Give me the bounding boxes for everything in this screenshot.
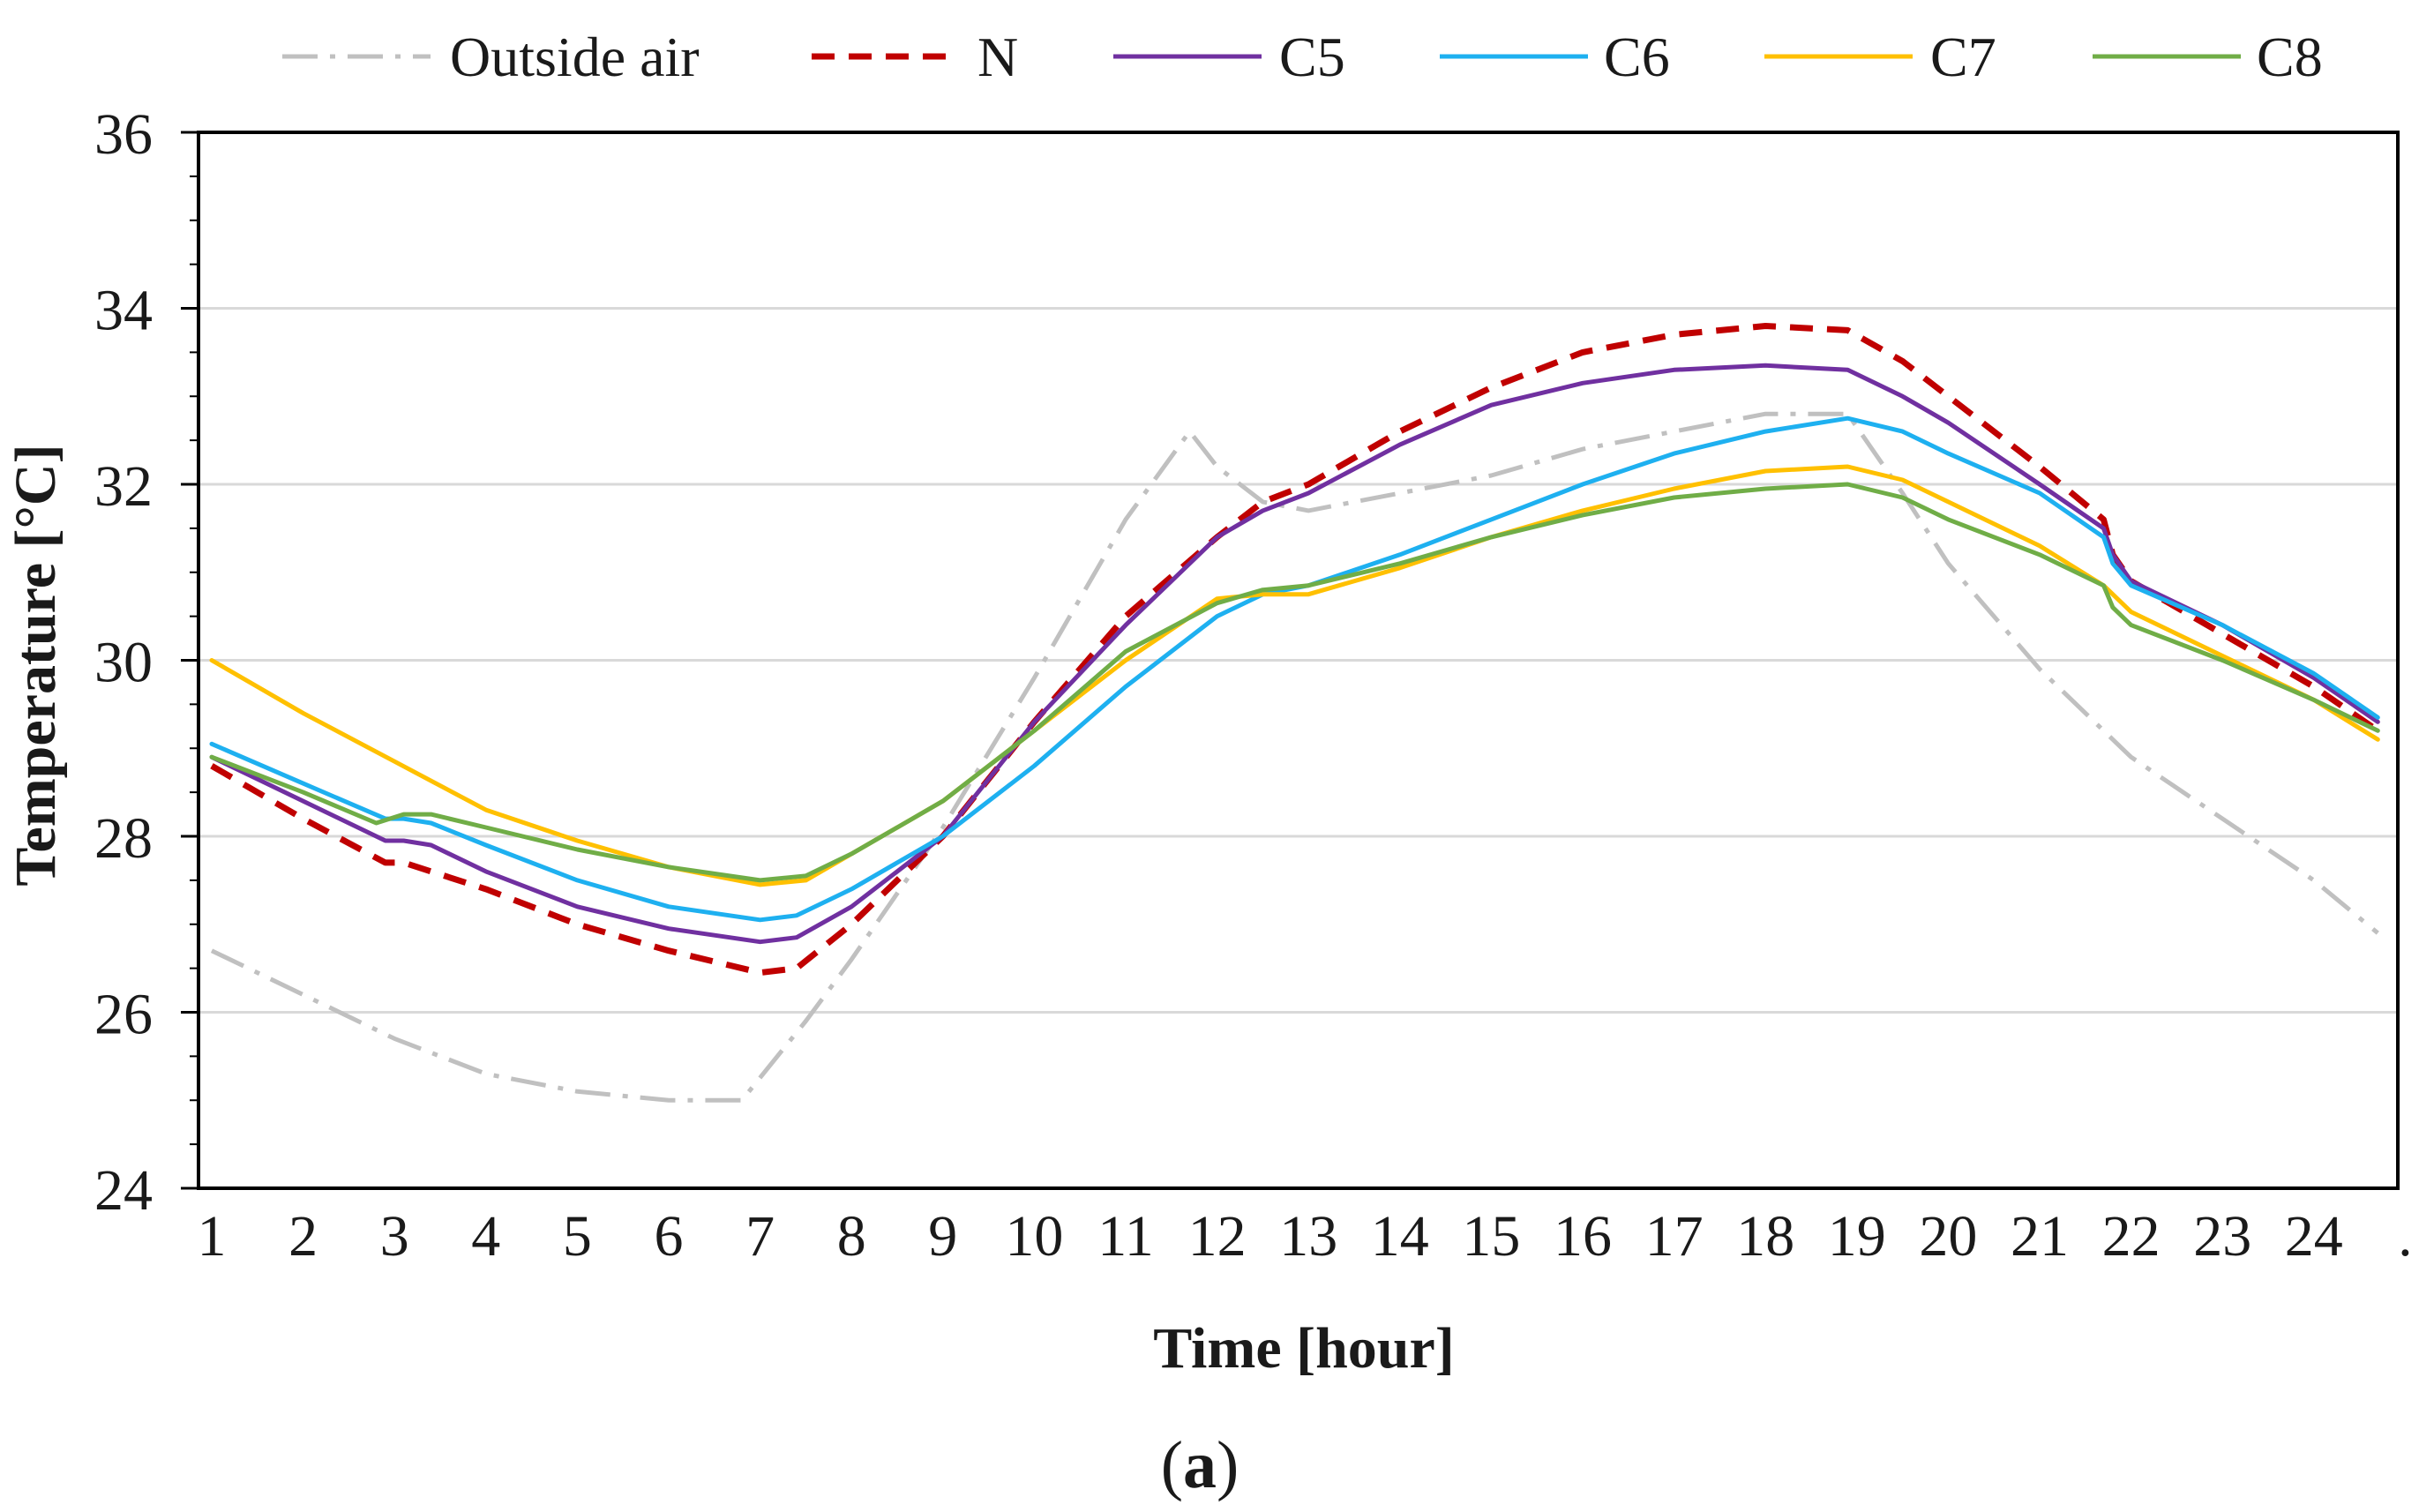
- y-tick-label: 30: [94, 631, 153, 695]
- figure-caption: (a): [1161, 1428, 1239, 1502]
- legend: Outside air N C5 C6 C7 C8: [282, 26, 2323, 88]
- legend-label-c8: C8: [2257, 26, 2323, 88]
- series-line-c8: [209, 482, 2380, 883]
- y-tick-label: 26: [94, 983, 153, 1047]
- x-tick-label: 12: [1188, 1204, 1247, 1269]
- caption-close-paren: ): [1217, 1428, 1239, 1502]
- x-tick-label: 7: [745, 1204, 775, 1269]
- x-tick-label: 21: [2011, 1204, 2069, 1269]
- legend-label-c6: C6: [1604, 26, 1670, 88]
- x-tick-label: 22: [2102, 1204, 2161, 1269]
- x-tick-label: 17: [1645, 1204, 1704, 1269]
- x-tick-label: 1: [198, 1204, 227, 1269]
- x-tick-label: 18: [1736, 1204, 1794, 1269]
- x-tick-label: 9: [928, 1204, 957, 1269]
- x-tick-label: 6: [655, 1204, 684, 1269]
- x-tick-label: 11: [1097, 1204, 1154, 1269]
- y-axis-title: Temperature [°C]: [4, 444, 68, 886]
- y-tick-label: 24: [94, 1158, 153, 1223]
- series-line-c5: [209, 363, 2380, 945]
- x-tick-label: .: [2398, 1204, 2413, 1269]
- x-tick-label: 14: [1371, 1204, 1429, 1269]
- legend-label-c5: C5: [1279, 26, 1345, 88]
- x-tick-label: 15: [1462, 1204, 1520, 1269]
- x-tick-label: 2: [288, 1204, 318, 1269]
- legend-label-outside-air: Outside air: [450, 26, 700, 88]
- caption-letter: a: [1183, 1428, 1217, 1502]
- series-lines: [209, 323, 2380, 1103]
- x-tick-label: 19: [1828, 1204, 1886, 1269]
- x-tick-label: 8: [837, 1204, 866, 1269]
- x-tick-label: 20: [1919, 1204, 1977, 1269]
- x-tick-label: 4: [471, 1204, 500, 1269]
- series-line-outside-air: [210, 411, 2379, 1103]
- x-tick-label: 13: [1279, 1204, 1337, 1269]
- x-tick-label: 10: [1005, 1204, 1063, 1269]
- y-tick-label: 32: [94, 454, 153, 519]
- series-line-n: [210, 323, 2380, 977]
- y-tick-label: 34: [94, 279, 153, 343]
- legend-label-c7: C7: [1930, 26, 1996, 88]
- x-tick-label: 24: [2285, 1204, 2343, 1269]
- caption-open-paren: (: [1161, 1428, 1183, 1502]
- x-axis-title: Time [hour]: [1153, 1316, 1455, 1381]
- x-tick-label: 5: [563, 1204, 592, 1269]
- x-tick-label: 3: [380, 1204, 409, 1269]
- y-tick-label: 36: [94, 102, 153, 167]
- x-tick-label: 23: [2193, 1204, 2251, 1269]
- legend-label-n: N: [977, 26, 1018, 88]
- x-tick-label: 16: [1554, 1204, 1612, 1269]
- series-line-c7: [209, 464, 2380, 887]
- y-tick-label: 28: [94, 806, 153, 871]
